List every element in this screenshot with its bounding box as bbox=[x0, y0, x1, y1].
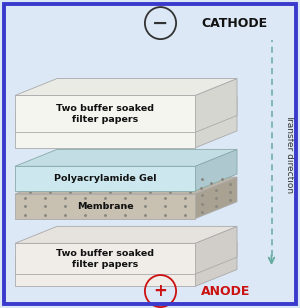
Polygon shape bbox=[195, 149, 237, 191]
Text: Polyacrylamide Gel: Polyacrylamide Gel bbox=[54, 174, 156, 183]
Text: Transfer direction: Transfer direction bbox=[285, 115, 294, 193]
Polygon shape bbox=[15, 243, 195, 274]
Polygon shape bbox=[195, 242, 237, 286]
Polygon shape bbox=[15, 177, 237, 194]
Text: ANODE: ANODE bbox=[201, 285, 250, 298]
Polygon shape bbox=[15, 226, 237, 243]
Text: Two buffer soaked
filter papers: Two buffer soaked filter papers bbox=[56, 249, 154, 269]
Polygon shape bbox=[195, 177, 237, 219]
Text: Membrane: Membrane bbox=[77, 202, 133, 211]
Polygon shape bbox=[15, 114, 195, 148]
Text: +: + bbox=[154, 282, 167, 300]
Polygon shape bbox=[15, 95, 195, 132]
Polygon shape bbox=[195, 97, 237, 148]
Text: Two buffer soaked
filter papers: Two buffer soaked filter papers bbox=[56, 104, 154, 124]
Polygon shape bbox=[15, 97, 237, 114]
Polygon shape bbox=[15, 242, 237, 259]
Polygon shape bbox=[15, 166, 195, 191]
Polygon shape bbox=[15, 79, 237, 95]
Text: −: − bbox=[152, 14, 169, 33]
Polygon shape bbox=[15, 259, 195, 286]
Polygon shape bbox=[15, 194, 195, 219]
Polygon shape bbox=[195, 226, 237, 274]
Text: CATHODE: CATHODE bbox=[201, 17, 267, 30]
Polygon shape bbox=[195, 79, 237, 132]
Polygon shape bbox=[15, 149, 237, 166]
